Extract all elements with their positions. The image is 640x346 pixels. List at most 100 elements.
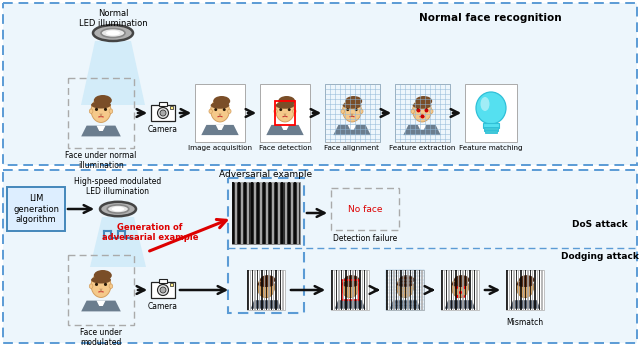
Text: Dodging attack: Dodging attack — [561, 252, 639, 261]
Bar — [195, 84, 245, 142]
Text: No face: No face — [348, 204, 382, 213]
Bar — [3, 170, 637, 343]
Bar — [364, 270, 365, 310]
Ellipse shape — [413, 99, 431, 122]
Bar — [405, 270, 406, 310]
Text: Face under
modulated
illumination: Face under modulated illumination — [78, 328, 124, 346]
Ellipse shape — [157, 108, 168, 118]
Ellipse shape — [104, 108, 107, 111]
Bar — [396, 270, 397, 310]
Ellipse shape — [416, 108, 419, 111]
Bar — [525, 270, 527, 310]
Bar — [442, 270, 479, 310]
Bar — [266, 182, 268, 244]
Bar — [398, 270, 399, 310]
Ellipse shape — [157, 284, 168, 295]
Ellipse shape — [346, 108, 349, 111]
Text: Feature matching: Feature matching — [459, 145, 523, 151]
Bar — [325, 84, 380, 142]
Bar — [465, 84, 517, 142]
Bar — [483, 123, 499, 128]
Bar — [257, 270, 258, 310]
Ellipse shape — [223, 108, 226, 111]
Bar — [541, 270, 543, 310]
Ellipse shape — [344, 275, 359, 284]
Ellipse shape — [257, 277, 275, 298]
Polygon shape — [81, 301, 121, 311]
Ellipse shape — [355, 108, 358, 111]
Polygon shape — [509, 300, 540, 309]
Bar — [235, 182, 237, 244]
Bar — [348, 270, 349, 310]
Bar — [350, 270, 351, 310]
Ellipse shape — [342, 277, 358, 298]
Bar — [238, 182, 240, 244]
Ellipse shape — [228, 109, 231, 113]
Polygon shape — [202, 125, 239, 135]
Ellipse shape — [425, 108, 428, 111]
Bar — [366, 270, 368, 310]
Ellipse shape — [109, 284, 113, 289]
Bar — [261, 270, 263, 310]
Ellipse shape — [276, 99, 294, 122]
Ellipse shape — [211, 102, 229, 109]
Bar — [403, 270, 404, 310]
Text: DoS attack: DoS attack — [572, 220, 628, 229]
Bar — [228, 178, 304, 313]
Ellipse shape — [399, 275, 414, 284]
Bar — [417, 270, 418, 310]
Ellipse shape — [288, 108, 291, 111]
Ellipse shape — [360, 109, 363, 113]
Bar — [467, 270, 468, 310]
Bar — [362, 270, 363, 310]
Bar — [266, 270, 268, 310]
Ellipse shape — [519, 275, 534, 284]
Text: Image acquisition: Image acquisition — [188, 145, 252, 151]
Bar — [346, 270, 347, 310]
Bar — [254, 270, 256, 310]
Bar — [275, 101, 295, 125]
Bar — [269, 182, 271, 244]
Bar — [7, 187, 65, 231]
Ellipse shape — [90, 284, 93, 289]
Ellipse shape — [397, 277, 413, 298]
Polygon shape — [81, 126, 121, 136]
Text: Face alignment: Face alignment — [324, 145, 380, 151]
Ellipse shape — [95, 108, 98, 111]
Ellipse shape — [454, 275, 469, 284]
Bar — [355, 270, 356, 310]
Bar — [451, 270, 452, 310]
Bar — [244, 182, 246, 244]
Ellipse shape — [94, 270, 112, 281]
Ellipse shape — [274, 109, 277, 113]
Ellipse shape — [93, 25, 133, 41]
Ellipse shape — [112, 207, 124, 211]
Bar — [336, 270, 337, 310]
Polygon shape — [418, 125, 426, 130]
Bar — [260, 182, 262, 244]
Bar — [250, 270, 251, 310]
Ellipse shape — [104, 283, 107, 286]
Bar — [506, 270, 544, 310]
Bar — [410, 270, 411, 310]
Ellipse shape — [278, 96, 295, 106]
Ellipse shape — [257, 281, 275, 287]
Bar — [458, 270, 459, 310]
Bar — [331, 188, 399, 230]
Ellipse shape — [451, 277, 468, 298]
Bar — [485, 130, 497, 133]
Bar — [170, 283, 173, 286]
Polygon shape — [97, 301, 106, 306]
Bar — [260, 84, 310, 142]
Ellipse shape — [411, 109, 414, 113]
Bar — [248, 182, 250, 244]
Bar — [278, 270, 279, 310]
Ellipse shape — [345, 96, 362, 106]
Bar — [401, 270, 402, 310]
Bar — [407, 270, 409, 310]
Ellipse shape — [516, 277, 534, 298]
Ellipse shape — [214, 108, 217, 111]
Bar — [339, 270, 340, 310]
Bar — [271, 270, 272, 310]
Bar — [442, 270, 443, 310]
